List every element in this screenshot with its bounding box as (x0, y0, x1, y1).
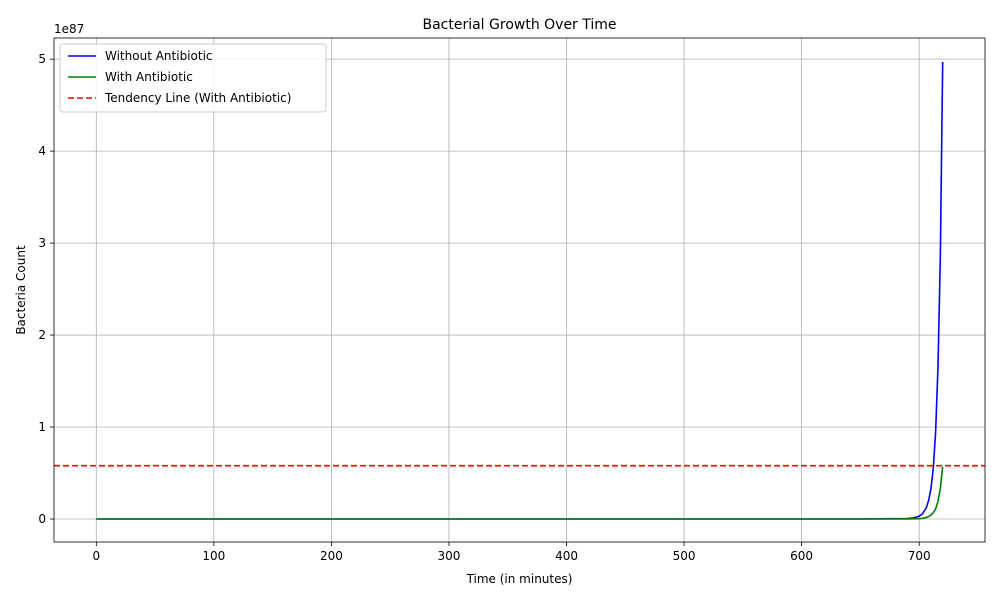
y-tick-label: 4 (38, 144, 46, 158)
axes-frame (53, 37, 986, 543)
series-line-2 (96, 466, 944, 520)
y-tick-label: 0 (38, 512, 46, 526)
x-tick-label: 0 (92, 549, 100, 563)
y-axis-offset-label: 1e87 (54, 22, 84, 36)
x-tick-label: 600 (790, 549, 813, 563)
x-tick-label: 100 (202, 549, 225, 563)
y-tick-label: 3 (38, 236, 46, 250)
y-tick-label: 2 (38, 328, 46, 342)
plot-area (54, 61, 985, 520)
x-tick-label: 500 (673, 549, 696, 563)
legend-entry: With Antibiotic (105, 70, 193, 84)
chart-title: Bacterial Growth Over Time (422, 17, 616, 33)
x-tick-label: 300 (438, 549, 461, 563)
axes (53, 37, 986, 543)
y-axis-label: Bacteria Count (14, 245, 28, 335)
x-axis-label: Time (in minutes) (466, 572, 573, 586)
ticks: 0 100 200 300 400 500 600 700 0 1 2 3 4 5 (38, 52, 930, 563)
x-tick-label: 400 (555, 549, 578, 563)
legend-box (59, 43, 327, 113)
legend: Without Antibiotic With Antibiotic Tendenc… (59, 43, 327, 113)
x-tick-label: 700 (908, 549, 931, 563)
legend-entry: Tendency Line (With Antibiotic) (104, 91, 291, 105)
y-tick-label: 1 (38, 420, 46, 434)
x-tick-label: 200 (320, 549, 343, 563)
y-tick-label: 5 (38, 52, 46, 66)
legend-entry: Without Antibiotic (105, 49, 213, 63)
